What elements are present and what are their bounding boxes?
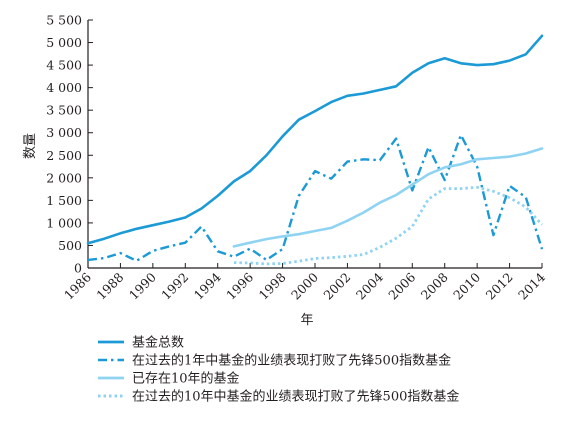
x-tick-label: 1994 xyxy=(191,269,224,302)
y-tick-label: 3 000 xyxy=(46,125,82,140)
y-tick-label: 500 xyxy=(58,238,82,253)
legend-label-2: 在过去的1年中基金的业绩表现打败了先锋500指数基金 xyxy=(132,353,451,369)
x-axis-title: 年 xyxy=(300,313,313,328)
y-tick-label: 4 500 xyxy=(46,58,82,73)
series-line-3 xyxy=(234,149,542,247)
plot-series xyxy=(88,36,542,264)
y-tick-label: 4 000 xyxy=(46,80,82,95)
y-tick-label: 5 500 xyxy=(46,13,82,28)
legend-label-4: 在过去的10年中基金的业绩表现打败了先锋500指数基金 xyxy=(132,389,459,405)
y-tick-label: 2 000 xyxy=(46,170,82,185)
x-tick-label: 2008 xyxy=(418,269,451,302)
x-tick-label: 2006 xyxy=(385,269,418,302)
x-tick-label: 2004 xyxy=(353,269,386,302)
x-tick-label: 2010 xyxy=(450,269,483,302)
y-tick-label: 3 500 xyxy=(46,103,82,118)
y-axis-title: 数量 xyxy=(23,133,38,159)
legend-label-3: 已存在10年的基金 xyxy=(132,371,240,387)
legend: 基金总数在过去的1年中基金的业绩表现打败了先锋500指数基金已存在10年的基金在… xyxy=(98,335,459,405)
x-tick-label: 1986 xyxy=(61,269,94,302)
x-tick-label: 1996 xyxy=(223,269,256,302)
x-tick-label: 1988 xyxy=(93,269,126,302)
x-tick-label: 2012 xyxy=(483,270,516,303)
x-tick-label: 1992 xyxy=(158,270,191,303)
x-tick-label: 2002 xyxy=(320,270,353,303)
y-tick-label: 1 000 xyxy=(46,215,82,230)
y-tick-label: 2 500 xyxy=(46,148,82,163)
x-tick-label: 2000 xyxy=(288,269,321,302)
series-line-2 xyxy=(88,135,542,261)
y-tick-label: 5 000 xyxy=(46,35,82,50)
legend-label-1: 基金总数 xyxy=(132,335,184,351)
x-tick-label: 1990 xyxy=(126,269,159,302)
x-tick-label: 2014 xyxy=(515,269,548,302)
x-tick-label: 1998 xyxy=(256,269,289,302)
y-tick-label: 1 500 xyxy=(46,193,82,208)
series-line-1 xyxy=(88,36,542,243)
